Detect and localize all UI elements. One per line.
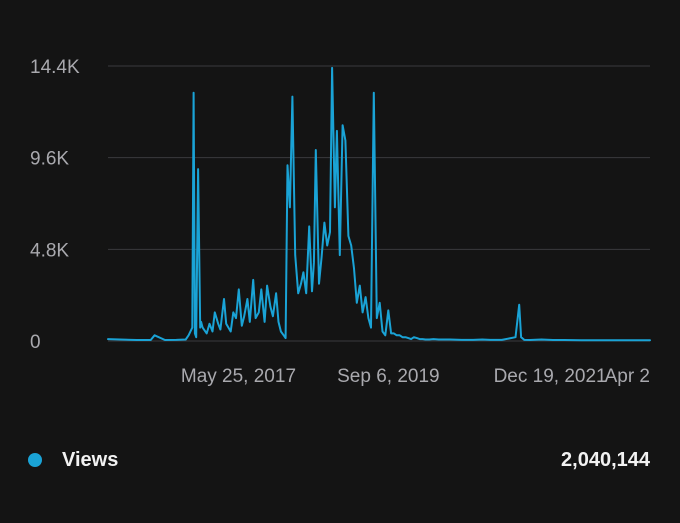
series-line-views bbox=[107, 66, 651, 342]
y-tick-label: 9.6K bbox=[30, 149, 69, 170]
x-tick-label: Sep 6, 2019 bbox=[337, 366, 439, 387]
y-tick-label: 4.8K bbox=[30, 240, 69, 261]
x-tick-label: Apr 2 bbox=[605, 366, 650, 387]
legend: Views 2,040,144 bbox=[28, 444, 650, 476]
y-tick-label: 0 bbox=[30, 332, 41, 353]
gridlines bbox=[108, 65, 650, 342]
x-tick-label: Dec 19, 2021 bbox=[494, 366, 607, 387]
views-total: 2,040,144 bbox=[561, 448, 650, 471]
y-axis-ticks: 0 4.8K 9.6K 14.4K bbox=[30, 57, 80, 353]
series-layer bbox=[107, 66, 651, 342]
legend-label: Views bbox=[62, 448, 119, 471]
x-tick-label: May 25, 2017 bbox=[181, 366, 296, 387]
views-chart: 0 4.8K 9.6K 14.4K May 25, 2017 Sep 6, 2019 De… bbox=[30, 57, 651, 387]
y-tick-label: 14.4K bbox=[30, 57, 80, 78]
legend-marker bbox=[28, 453, 42, 467]
